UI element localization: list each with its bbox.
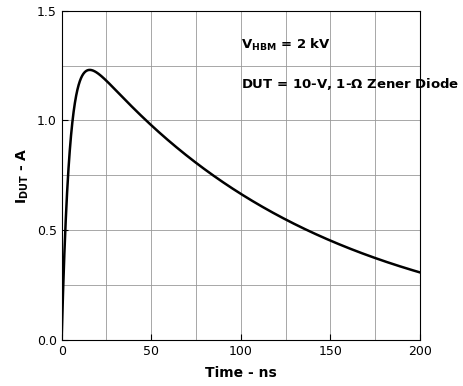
Y-axis label: $\mathregular{I_{DUT}}$ - A: $\mathregular{I_{DUT}}$ - A	[15, 147, 31, 203]
Text: $\mathbf{V_{HBM}}$ = 2 kV: $\mathbf{V_{HBM}}$ = 2 kV	[240, 37, 330, 53]
X-axis label: Time - ns: Time - ns	[205, 366, 276, 381]
Text: DUT = 10-V, 1-$\mathbf{\Omega}$ Zener Diode: DUT = 10-V, 1-$\mathbf{\Omega}$ Zener Di…	[240, 76, 458, 93]
